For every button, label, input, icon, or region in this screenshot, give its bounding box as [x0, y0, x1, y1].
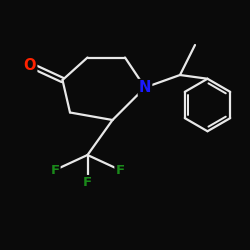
Text: O: O: [24, 58, 36, 72]
Text: N: N: [139, 80, 151, 95]
Text: F: F: [116, 164, 124, 176]
Text: F: F: [50, 164, 59, 176]
Text: F: F: [83, 176, 92, 189]
